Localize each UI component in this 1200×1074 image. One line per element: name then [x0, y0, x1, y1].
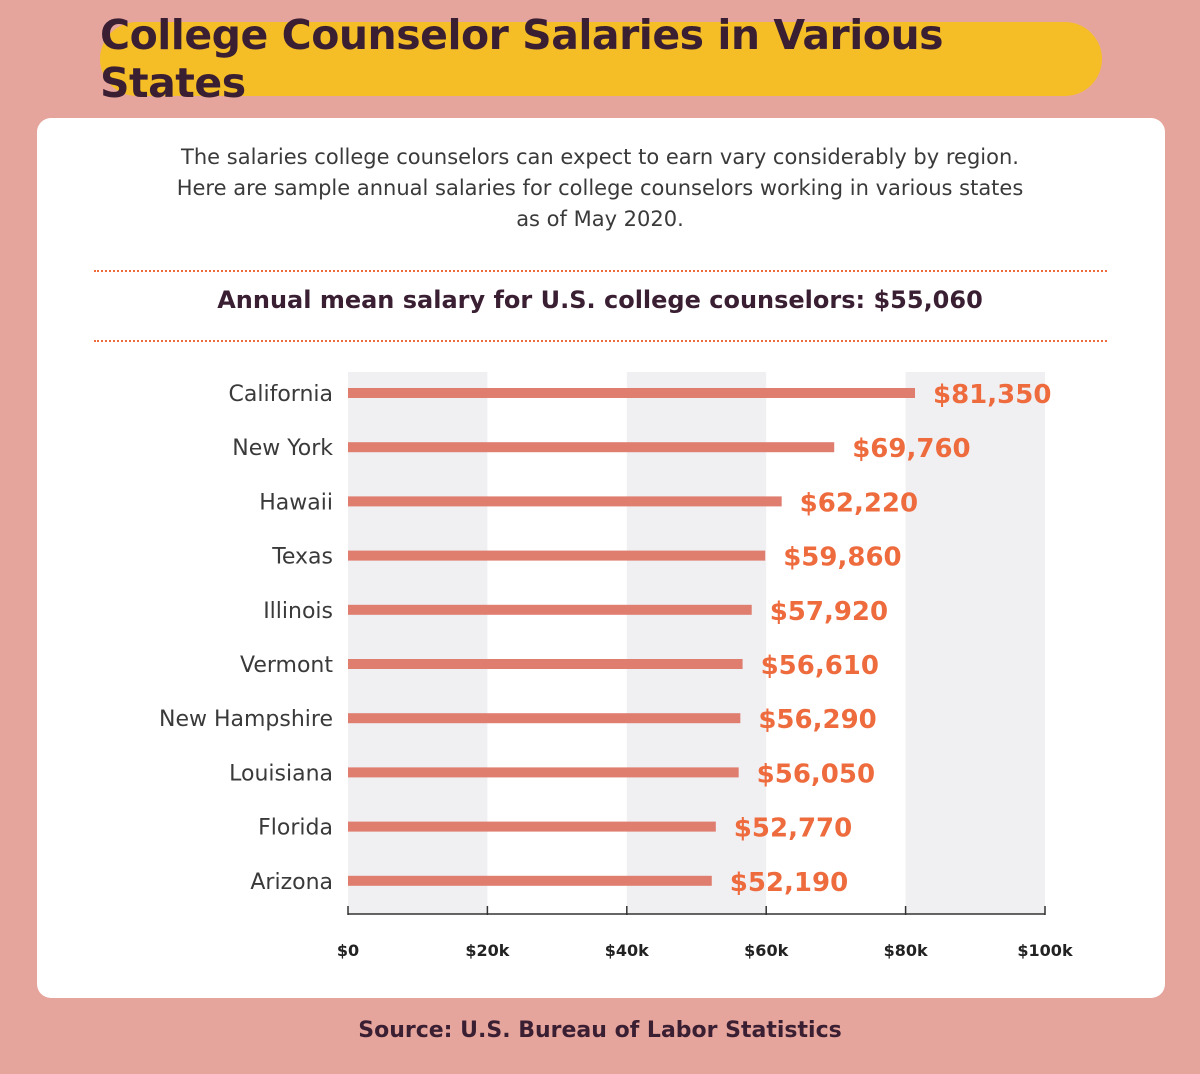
bar	[348, 821, 716, 832]
category-label: New York	[232, 436, 333, 461]
bar	[348, 875, 712, 886]
bar	[348, 604, 752, 615]
value-label: $57,920	[770, 597, 888, 627]
bar	[348, 713, 741, 724]
value-label: $56,290	[758, 705, 876, 735]
category-label: Florida	[258, 816, 333, 841]
value-label: $56,050	[757, 759, 875, 789]
bar	[348, 442, 835, 453]
bar	[348, 767, 739, 778]
bar	[348, 550, 766, 561]
category-label: Arizona	[250, 870, 333, 895]
intro-line: as of May 2020.	[516, 207, 684, 231]
bar	[348, 659, 743, 669]
bar	[348, 388, 916, 398]
category-label: Vermont	[240, 653, 333, 678]
value-label: $52,770	[734, 814, 852, 844]
value-label: $52,190	[730, 868, 848, 898]
title-banner: College Counselor Salaries in Various St…	[100, 11, 1102, 107]
x-tick-label: $100k	[1017, 941, 1073, 960]
category-label: Louisiana	[229, 761, 333, 786]
x-tick-label: $20k	[465, 941, 509, 960]
x-tick-label: $40k	[605, 941, 649, 960]
category-label: Texas	[271, 545, 333, 570]
grid-band	[348, 372, 488, 914]
page-title: College Counselor Salaries in Various St…	[100, 11, 944, 107]
divider-bottom	[94, 340, 1107, 342]
mean-salary-text: Annual mean salary for U.S. college coun…	[217, 286, 983, 314]
x-tick-label: $60k	[744, 941, 788, 960]
category-label: New Hampshire	[159, 707, 333, 732]
value-label: $59,860	[783, 543, 901, 573]
x-tick-label: $80k	[884, 941, 928, 960]
intro-text: The salaries college counselors can expe…	[0, 142, 1200, 235]
value-label: $69,760	[852, 434, 970, 464]
category-label: California	[229, 382, 333, 407]
grid-band	[905, 372, 1045, 914]
divider-top	[94, 270, 1107, 272]
intro-line: Here are sample annual salaries for coll…	[176, 176, 1024, 200]
value-label: $56,610	[761, 651, 879, 681]
intro-line: The salaries college counselors can expe…	[181, 145, 1019, 169]
bar	[348, 496, 782, 507]
category-label: Illinois	[263, 599, 333, 624]
source-text: Source: U.S. Bureau of Labor Statistics	[358, 1018, 842, 1043]
category-label: Hawaii	[259, 490, 333, 515]
value-label: $81,350	[933, 380, 1051, 410]
x-tick-label: $0	[337, 941, 359, 960]
value-label: $62,220	[800, 488, 918, 518]
